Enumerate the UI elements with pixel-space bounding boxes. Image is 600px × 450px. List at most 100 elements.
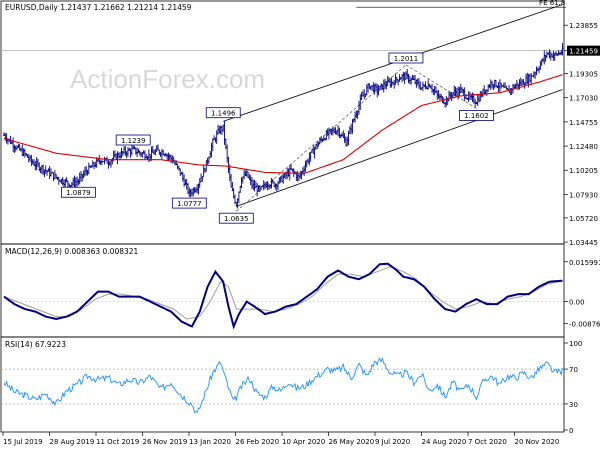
price-bar — [309, 151, 312, 162]
price-bar — [85, 166, 88, 176]
price-bar — [462, 88, 465, 96]
price-bar — [538, 66, 541, 74]
price-bar — [230, 174, 233, 188]
price-bar — [280, 174, 283, 183]
current-price-tag — [567, 45, 600, 56]
price-bar — [493, 79, 496, 89]
price-bar — [209, 151, 212, 159]
price-bar — [31, 159, 34, 165]
price-bar — [121, 151, 124, 157]
price-bar — [327, 127, 330, 140]
price-bar — [168, 154, 171, 161]
price-bar — [193, 186, 196, 194]
price-bar — [87, 162, 90, 174]
price-bar — [78, 172, 81, 185]
price-bar — [35, 157, 38, 171]
price-bar — [184, 179, 187, 186]
price-bar — [22, 148, 25, 157]
price-bar — [312, 145, 315, 154]
price-axis-label: 1.17030 — [569, 95, 598, 103]
macd-axis-label: 0.015991 — [569, 259, 600, 267]
x-axis-label: 24 Aug 2020 — [422, 438, 467, 446]
price-bar — [192, 187, 195, 197]
price-bar — [407, 73, 410, 84]
price-bar — [344, 136, 347, 147]
x-axis-label: 9 Jul 2020 — [375, 438, 410, 446]
price-bar — [354, 111, 357, 123]
price-bar — [403, 72, 406, 85]
channel-lower-line — [236, 89, 563, 207]
price-bar — [398, 74, 401, 82]
price-bar — [77, 178, 80, 186]
price-bar — [316, 141, 319, 150]
price-bar — [357, 100, 360, 115]
price-annotation-label: 1.1496 — [211, 110, 236, 118]
price-bar — [151, 145, 154, 154]
price-bar — [94, 161, 97, 168]
price-bar — [338, 127, 341, 139]
price-bar — [337, 125, 340, 137]
price-bar — [81, 173, 84, 182]
price-bar — [445, 96, 448, 107]
price-bar — [205, 160, 208, 172]
rsi-header: RSI(14) 67.9223 — [5, 340, 66, 349]
price-bar — [467, 91, 470, 102]
price-bar — [21, 144, 24, 157]
price-bar — [222, 124, 225, 132]
price-bar — [126, 146, 129, 157]
price-bar — [484, 89, 487, 94]
price-bar — [455, 88, 458, 97]
price-bar — [91, 160, 94, 168]
price-annotation-box — [218, 212, 254, 224]
price-bar — [143, 150, 146, 160]
price-bar — [498, 79, 501, 92]
price-bar — [63, 179, 66, 187]
price-bar — [304, 160, 307, 172]
price-bar — [346, 136, 349, 147]
price-bar — [545, 51, 548, 59]
price-bar — [13, 144, 16, 153]
macd-axis-label: 0.00 — [569, 299, 585, 307]
x-axis-label: 26 Nov 2019 — [143, 438, 188, 446]
rsi-axis-label: 100 — [569, 340, 582, 348]
price-annotation-box — [171, 197, 207, 209]
price-bar — [458, 86, 461, 96]
price-header: EURUSD,Daily 1.21437 1.21662 1.21214 1.2… — [5, 3, 192, 12]
price-bar — [120, 148, 123, 158]
macd-axis-label: -0.00876 — [569, 320, 600, 328]
price-bar — [359, 94, 362, 110]
price-bar — [65, 177, 68, 183]
price-bar — [4, 132, 7, 141]
price-axis-label: 1.05720 — [569, 215, 598, 223]
price-bar — [417, 78, 420, 89]
price-bar — [219, 125, 222, 135]
price-bar — [330, 128, 333, 136]
price-bar — [188, 187, 191, 197]
price-bar — [317, 141, 320, 147]
price-bar — [274, 183, 277, 190]
price-bar — [52, 172, 55, 182]
price-bar — [156, 144, 159, 151]
x-axis-label: 11 Oct 2019 — [96, 438, 139, 446]
price-bar — [275, 183, 278, 192]
price-annotation-box — [388, 52, 424, 64]
price-bar — [350, 123, 353, 135]
price-axis-label: 1.03445 — [569, 239, 598, 247]
price-bar — [404, 71, 407, 80]
fib-level-label: FE 61.8 — [539, 0, 565, 7]
price-annotation-box — [60, 186, 96, 198]
price-bar — [137, 148, 140, 154]
price-bar — [150, 146, 153, 161]
price-bar — [82, 170, 85, 179]
moving-average-line — [3, 74, 563, 175]
price-bar — [61, 176, 64, 186]
price-bar — [124, 146, 127, 156]
price-annotation-label: 1.1602 — [464, 112, 489, 120]
price-bar — [421, 81, 424, 92]
price-bar — [416, 78, 419, 86]
price-bar — [519, 77, 522, 87]
price-bar — [517, 83, 520, 91]
price-bar — [303, 165, 306, 176]
x-axis-label: 13 Jan 2020 — [189, 438, 231, 446]
